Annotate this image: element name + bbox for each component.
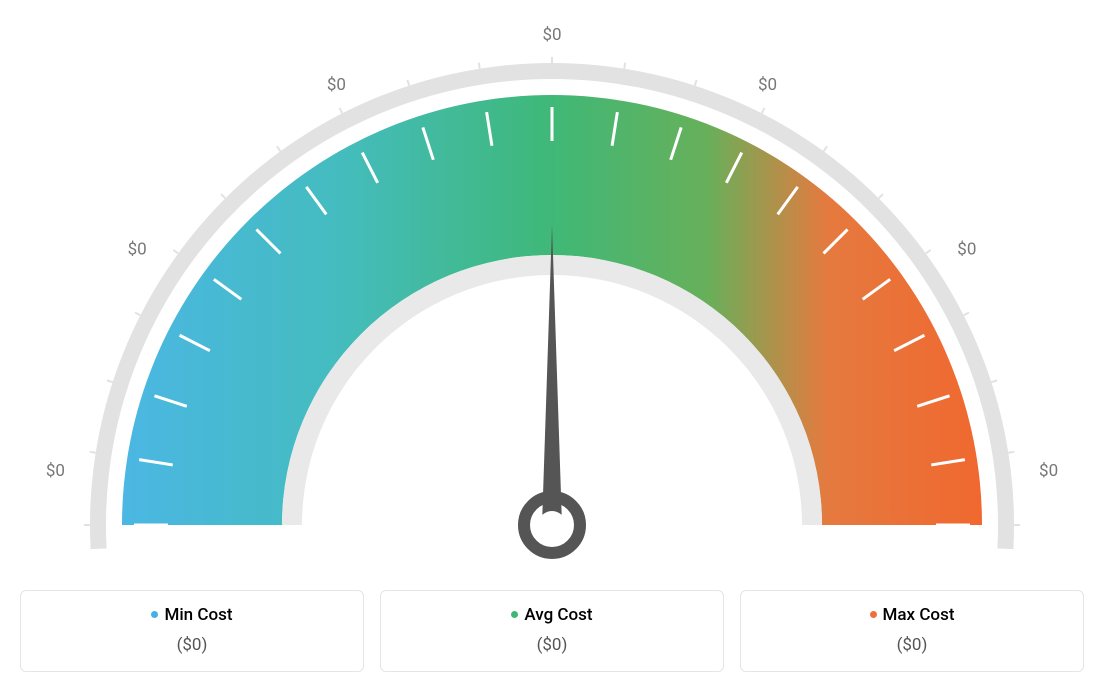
legend-label-max: Max Cost [883,605,955,625]
legend-dot-max [870,611,877,618]
svg-text:$0: $0 [128,240,147,260]
legend-value-avg: ($0) [391,635,713,655]
legend-title-avg: Avg Cost [391,605,713,625]
svg-text:$0: $0 [542,25,561,45]
svg-text:$0: $0 [758,75,777,95]
legend-card-avg: Avg Cost ($0) [380,590,724,672]
svg-text:$0: $0 [957,240,976,260]
legend-value-min: ($0) [31,635,353,655]
legend-value-max: ($0) [751,635,1073,655]
svg-text:$0: $0 [1039,461,1058,481]
legend-dot-avg [511,611,518,618]
legend-label-avg: Avg Cost [524,605,592,625]
gauge-svg: $0 $0 $0 $0 $0 $0 $0 [20,20,1084,580]
legend-card-max: Max Cost ($0) [740,590,1084,672]
svg-text:$0: $0 [46,461,65,481]
legend-title-max: Max Cost [751,605,1073,625]
svg-text:$0: $0 [327,75,346,95]
legend-title-min: Min Cost [31,605,353,625]
gauge-chart: $0 $0 $0 $0 $0 $0 $0 [20,20,1084,580]
legend-dot-min [151,611,158,618]
legend-card-min: Min Cost ($0) [20,590,364,672]
legend-row: Min Cost ($0) Avg Cost ($0) Max Cost ($0… [20,590,1084,672]
cost-gauge-container: $0 $0 $0 $0 $0 $0 $0 Min Cost ($0) Avg Cost ($… [20,20,1084,672]
legend-label-min: Min Cost [164,605,232,625]
